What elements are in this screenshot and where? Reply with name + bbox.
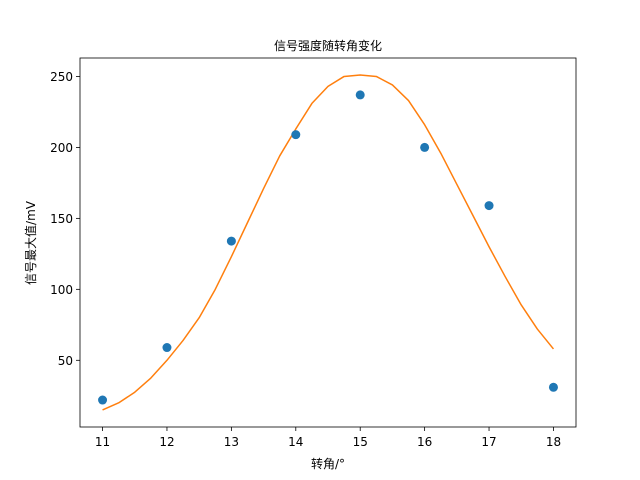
x-axis-title: 转角/° xyxy=(311,456,345,471)
scatter-point xyxy=(291,130,301,140)
y-tick-label: 100 xyxy=(50,283,73,297)
x-tick-label: 18 xyxy=(546,435,561,449)
scatter-point xyxy=(226,236,236,246)
x-tick-label: 17 xyxy=(481,435,496,449)
scatter-point xyxy=(484,201,494,211)
y-tick-label: 50 xyxy=(58,354,73,368)
scatter-point xyxy=(162,343,172,353)
scatter-point xyxy=(420,142,430,152)
scatter-point xyxy=(98,395,108,405)
x-tick-label: 12 xyxy=(159,435,174,449)
x-tick-label: 11 xyxy=(95,435,110,449)
fit-curve-layer xyxy=(102,74,555,411)
x-tick-label: 16 xyxy=(417,435,432,449)
scatter-point xyxy=(355,90,365,100)
x-tick-label: 13 xyxy=(224,435,239,449)
y-axis-title: 信号最大值/mV xyxy=(23,200,38,285)
fit-curve-line xyxy=(102,74,555,411)
chart-title: 信号强度随转角变化 xyxy=(274,38,382,53)
plot-background xyxy=(80,58,576,427)
scatter-points-layer xyxy=(98,90,558,405)
y-tick-label: 150 xyxy=(50,212,73,226)
plot-area xyxy=(80,58,576,427)
y-tick-label: 200 xyxy=(50,141,73,155)
x-tick-label: 15 xyxy=(353,435,368,449)
x-tick-label: 14 xyxy=(288,435,303,449)
plot-frame xyxy=(79,57,577,428)
scatter-point xyxy=(548,382,558,392)
y-tick-label: 250 xyxy=(50,70,73,84)
axes: 11 12 13 14 15 16 17 18 50 100 150 200 250 xyxy=(50,57,577,449)
